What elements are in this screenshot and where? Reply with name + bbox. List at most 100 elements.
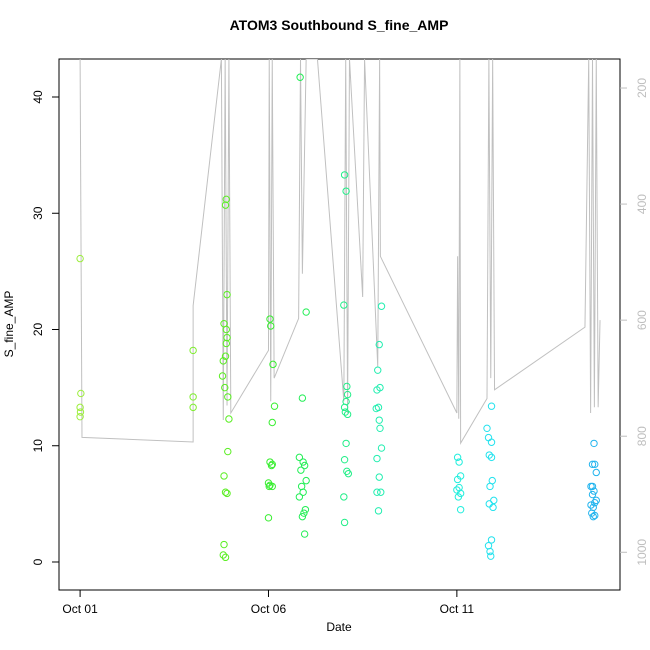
point xyxy=(377,444,386,452)
point xyxy=(588,460,597,469)
point xyxy=(301,505,310,514)
point xyxy=(490,496,498,505)
point xyxy=(76,403,84,412)
y2-tick-label: 600 xyxy=(635,310,649,330)
point xyxy=(299,458,307,466)
point xyxy=(296,73,304,81)
point xyxy=(588,490,597,499)
point xyxy=(225,415,233,423)
point xyxy=(300,461,309,470)
point xyxy=(592,468,600,477)
point xyxy=(189,346,197,355)
x-tick-label: Oct 06 xyxy=(251,602,287,616)
point xyxy=(340,403,349,412)
point xyxy=(224,393,232,401)
point xyxy=(224,447,232,456)
point xyxy=(375,416,383,424)
y-tick-label: 10 xyxy=(31,439,45,453)
point xyxy=(591,511,599,520)
point xyxy=(189,393,197,401)
point xyxy=(374,366,382,374)
point xyxy=(343,410,352,419)
point xyxy=(373,488,381,496)
point xyxy=(295,493,304,501)
point xyxy=(487,402,496,410)
point xyxy=(453,453,462,462)
point xyxy=(267,461,276,470)
point xyxy=(487,536,496,544)
point xyxy=(486,482,494,491)
point xyxy=(302,476,310,485)
point xyxy=(76,412,84,421)
point xyxy=(297,466,305,474)
point xyxy=(342,187,350,195)
depth-line xyxy=(79,59,601,446)
point xyxy=(487,552,495,560)
y-tick-label: 20 xyxy=(31,323,45,337)
point xyxy=(485,451,493,459)
point xyxy=(219,551,227,559)
point xyxy=(487,453,496,462)
point xyxy=(269,360,277,369)
point xyxy=(76,408,85,416)
point xyxy=(375,473,383,481)
point xyxy=(487,438,496,446)
x-axis-label: Date xyxy=(326,620,352,634)
point xyxy=(222,195,230,204)
x-tick-label: Oct 11 xyxy=(440,602,475,616)
point xyxy=(295,453,304,462)
point xyxy=(343,382,351,391)
point xyxy=(344,469,353,478)
point xyxy=(340,171,349,179)
point xyxy=(453,475,462,484)
point xyxy=(268,482,276,491)
point xyxy=(340,455,349,464)
point xyxy=(300,509,308,517)
point xyxy=(587,501,595,509)
point xyxy=(267,322,275,330)
point xyxy=(375,340,383,349)
point xyxy=(221,352,230,360)
point xyxy=(300,530,309,538)
y-tick-label: 30 xyxy=(31,206,45,220)
point xyxy=(218,372,227,380)
point xyxy=(76,254,84,263)
y2-tick-label: 400 xyxy=(635,194,649,214)
point xyxy=(343,390,352,399)
point xyxy=(373,386,381,394)
point xyxy=(376,424,384,433)
y2-tick-label: 1000 xyxy=(635,539,649,566)
point xyxy=(268,418,276,427)
point xyxy=(485,500,493,508)
point xyxy=(222,339,230,348)
point xyxy=(372,404,380,413)
point xyxy=(590,439,598,448)
plot-area xyxy=(76,59,601,562)
point xyxy=(270,402,279,410)
point xyxy=(223,333,231,342)
point xyxy=(221,201,230,209)
point xyxy=(454,493,463,501)
point xyxy=(268,460,276,469)
point xyxy=(266,458,274,466)
point xyxy=(590,487,598,495)
point xyxy=(223,489,231,498)
point xyxy=(221,383,229,392)
point xyxy=(265,482,273,491)
point xyxy=(298,394,307,402)
plot-box xyxy=(58,58,621,591)
y2-tick-label: 800 xyxy=(635,426,649,446)
point xyxy=(589,512,597,521)
point xyxy=(340,301,348,309)
point xyxy=(266,315,274,323)
point xyxy=(591,460,599,469)
point xyxy=(219,357,227,365)
point xyxy=(221,553,230,562)
point xyxy=(264,514,273,522)
point xyxy=(189,403,197,412)
point xyxy=(483,424,491,433)
point xyxy=(377,488,385,496)
point xyxy=(588,482,597,491)
x-tick-label: Oct 01 xyxy=(62,602,98,616)
